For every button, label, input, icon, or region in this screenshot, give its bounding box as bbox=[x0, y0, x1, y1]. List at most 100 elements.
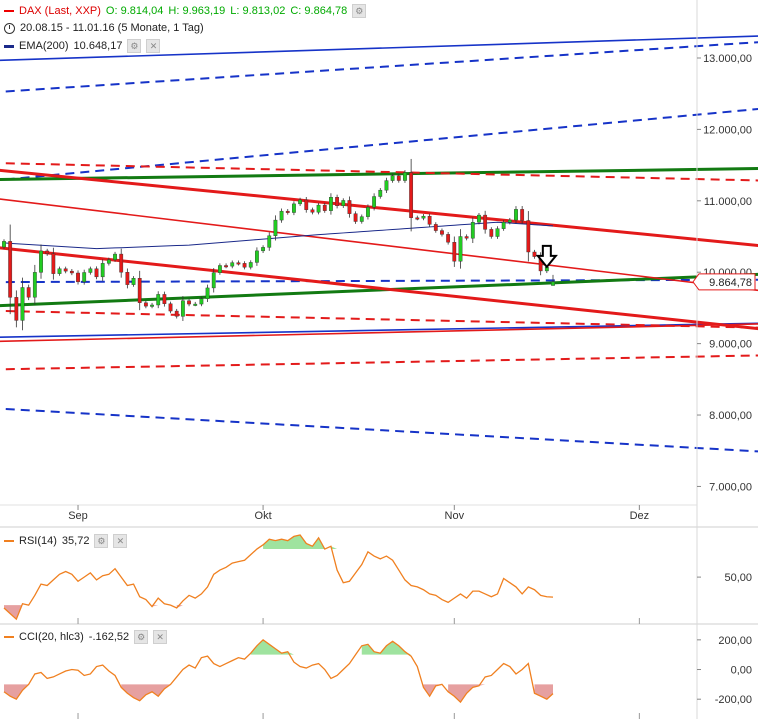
candle bbox=[329, 193, 333, 215]
candle bbox=[304, 197, 309, 213]
candles-layer bbox=[2, 158, 558, 331]
candle-body bbox=[464, 236, 469, 239]
candle bbox=[495, 226, 500, 239]
trendline-blue-solid bbox=[0, 35, 758, 62]
candle bbox=[477, 212, 481, 225]
candle bbox=[446, 232, 451, 245]
candle-body bbox=[427, 215, 432, 225]
rsi-value: 35,72 bbox=[61, 535, 90, 547]
candle-body bbox=[483, 214, 488, 230]
settings-icon[interactable]: ⚙ bbox=[127, 39, 142, 53]
candle-body bbox=[415, 217, 420, 220]
candle bbox=[396, 173, 401, 183]
candle bbox=[440, 228, 444, 237]
settings-icon[interactable]: ⚙ bbox=[94, 534, 109, 548]
candle bbox=[347, 196, 352, 218]
candle bbox=[26, 284, 31, 301]
candle-body bbox=[322, 204, 327, 211]
candle-body bbox=[168, 303, 173, 312]
candle-body bbox=[501, 222, 506, 229]
candle-body bbox=[273, 219, 278, 236]
dax-swatch bbox=[4, 10, 14, 12]
candle bbox=[378, 188, 383, 199]
candle-body bbox=[489, 229, 494, 237]
candle-body bbox=[199, 298, 204, 305]
settings-icon[interactable]: ⚙ bbox=[352, 4, 367, 18]
candle-body bbox=[113, 253, 117, 260]
candle-body bbox=[366, 207, 370, 217]
clock-icon bbox=[4, 22, 15, 34]
candle-body bbox=[94, 268, 99, 278]
candle-body bbox=[440, 230, 444, 235]
candle-body bbox=[162, 294, 167, 304]
x-tick-label: Nov bbox=[445, 510, 465, 522]
candle-body bbox=[143, 302, 148, 307]
oversold-fill bbox=[4, 684, 553, 703]
candle-body bbox=[205, 287, 210, 299]
period-legend: 20.08.15 - 11.01.16 (5 Monate, 1 Tag) bbox=[4, 22, 204, 34]
candle bbox=[224, 263, 228, 269]
candle-body bbox=[396, 175, 401, 181]
candle bbox=[255, 247, 259, 266]
candle-body bbox=[63, 268, 68, 272]
candle-body bbox=[279, 210, 284, 221]
close-icon[interactable]: ✕ bbox=[153, 630, 168, 644]
candle-body bbox=[2, 241, 6, 248]
candle-body bbox=[446, 234, 451, 243]
candle bbox=[236, 260, 241, 266]
overbought-fill bbox=[250, 639, 412, 655]
candle bbox=[106, 257, 111, 266]
candle bbox=[113, 251, 117, 262]
candle-body bbox=[384, 180, 389, 191]
candle bbox=[32, 264, 37, 305]
candle-body bbox=[230, 262, 235, 267]
candle bbox=[39, 244, 43, 279]
candle bbox=[94, 266, 99, 280]
candle-body bbox=[218, 265, 222, 273]
candle-body bbox=[304, 199, 309, 210]
candle bbox=[458, 229, 463, 269]
candle bbox=[501, 220, 506, 231]
candle bbox=[174, 308, 179, 319]
candle-body bbox=[76, 272, 80, 283]
trendline-blue-dashed bbox=[0, 107, 758, 181]
candle bbox=[514, 206, 518, 224]
candle bbox=[82, 269, 87, 285]
cci-swatch bbox=[4, 636, 14, 638]
candle-body bbox=[131, 278, 136, 285]
candle bbox=[415, 215, 420, 221]
high-value: H: 9.963,19 bbox=[168, 5, 226, 17]
candle bbox=[8, 224, 13, 315]
candle-body bbox=[211, 272, 216, 289]
candle bbox=[14, 290, 19, 328]
candle bbox=[205, 284, 210, 303]
candle-body bbox=[285, 210, 290, 213]
candle bbox=[156, 291, 161, 309]
candle bbox=[292, 201, 296, 216]
candle-body bbox=[137, 278, 142, 303]
trendline-red-dashed bbox=[0, 354, 758, 371]
candle-body bbox=[532, 251, 537, 257]
candle-body bbox=[514, 209, 518, 221]
candle-body bbox=[193, 303, 198, 306]
close-icon[interactable]: ✕ bbox=[146, 39, 161, 53]
close-value: C: 9.864,78 bbox=[290, 5, 348, 17]
candle bbox=[100, 259, 105, 281]
last-price-box bbox=[692, 273, 756, 291]
settings-icon[interactable]: ⚙ bbox=[134, 630, 149, 644]
candle bbox=[242, 261, 247, 270]
candle-body bbox=[298, 199, 302, 205]
x-tick-label: Dez bbox=[630, 510, 650, 522]
candle-body bbox=[409, 172, 414, 218]
cci-legend: CCI(20, hlc3) -.162,52 ⚙ ✕ bbox=[4, 630, 168, 644]
open-value: O: 9.814,04 bbox=[105, 5, 164, 17]
candle-body bbox=[236, 262, 241, 265]
candle bbox=[372, 193, 377, 211]
candle-body bbox=[180, 300, 185, 317]
ema-value: 10.648,17 bbox=[73, 40, 123, 52]
candle-body bbox=[255, 250, 259, 263]
candle bbox=[69, 268, 74, 276]
candle bbox=[63, 266, 68, 274]
candle bbox=[316, 202, 321, 215]
close-icon[interactable]: ✕ bbox=[113, 534, 128, 548]
